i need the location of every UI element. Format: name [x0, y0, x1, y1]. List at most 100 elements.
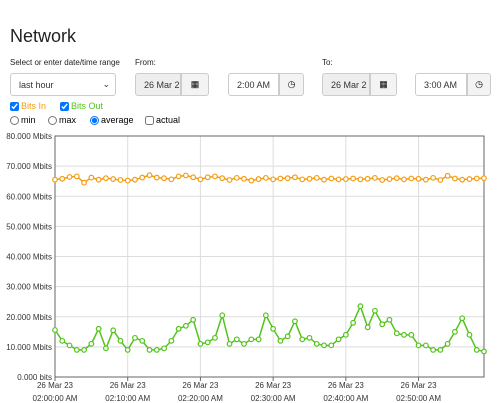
data-point: [153, 174, 160, 181]
data-point: [117, 337, 124, 344]
mode-option[interactable]: actual: [145, 115, 180, 125]
mode-option[interactable]: max: [48, 115, 76, 125]
data-point: [422, 342, 429, 349]
data-point: [52, 327, 58, 333]
data-point: [190, 316, 197, 323]
calendar-button[interactable]: ▦: [370, 73, 397, 96]
range-label: Select or enter date/time range: [10, 58, 120, 67]
data-point: [124, 346, 131, 353]
data-point: [66, 174, 73, 180]
data-point: [146, 346, 153, 353]
to-date[interactable]: 26 Mar 2: [322, 73, 370, 96]
mode-option[interactable]: min: [10, 115, 36, 125]
data-point: [481, 175, 487, 182]
data-point: [415, 175, 422, 182]
from-date[interactable]: 26 Mar 2: [135, 73, 181, 96]
legend-item[interactable]: Bits Out: [60, 101, 103, 111]
data-point: [401, 331, 407, 338]
legend-item[interactable]: Bits In: [10, 101, 46, 111]
data-point: [88, 174, 95, 181]
mode-label: min: [21, 115, 36, 125]
mode-radio[interactable]: [48, 115, 57, 125]
page-title: Network: [10, 26, 77, 46]
data-point: [88, 340, 95, 347]
legend-checkbox[interactable]: [10, 101, 19, 111]
mode-option[interactable]: average: [90, 115, 134, 125]
data-point: [233, 336, 240, 343]
data-point: [357, 176, 364, 183]
data-point: [73, 346, 80, 353]
y-tick-label: 80.000 Mbits: [6, 132, 52, 141]
y-tick-label: 0.000 bits: [17, 373, 52, 382]
data-point: [335, 176, 342, 183]
data-point: [73, 173, 80, 180]
mode-label: average: [101, 115, 134, 125]
data-point: [350, 319, 357, 326]
data-point: [437, 346, 444, 353]
y-tick-label: 50.000 Mbits: [6, 222, 52, 231]
data-point: [357, 303, 364, 310]
x-tick-label: 26 Mar 23: [182, 381, 219, 390]
data-point: [212, 173, 218, 180]
x-tick-label: 26 Mar 23: [110, 381, 147, 390]
data-point: [219, 175, 226, 182]
data-point: [284, 175, 291, 182]
data-point: [444, 172, 451, 179]
data-point: [364, 324, 371, 331]
data-point: [277, 337, 284, 344]
data-point: [430, 174, 437, 181]
y-tick-label: 10.000 Mbits: [6, 343, 52, 352]
legend-checkbox[interactable]: [60, 101, 69, 111]
data-point: [422, 176, 429, 183]
mode-radio[interactable]: [10, 115, 19, 125]
from-label: From:: [135, 58, 156, 67]
data-point: [321, 342, 327, 349]
data-point: [284, 333, 291, 340]
data-point: [175, 325, 182, 332]
data-point: [328, 175, 335, 182]
data-point: [81, 346, 87, 353]
x-tick-label: 26 Mar 23: [37, 381, 74, 390]
data-point: [473, 175, 480, 182]
data-point: [452, 328, 458, 335]
data-point: [393, 175, 400, 182]
data-point: [110, 176, 117, 182]
data-point: [452, 175, 458, 182]
from-time[interactable]: 2:00 AM: [228, 73, 279, 96]
data-point: [197, 340, 204, 347]
data-point: [459, 176, 466, 183]
clock-button[interactable]: ◷: [467, 73, 491, 96]
data-point: [342, 331, 349, 338]
data-point: [364, 175, 371, 182]
data-point: [226, 340, 233, 347]
y-tick-label: 60.000 Mbits: [6, 192, 52, 201]
data-point: [386, 316, 393, 323]
x-tick-label: 26 Mar 23: [328, 381, 365, 390]
data-point: [379, 321, 386, 328]
data-point: [124, 177, 131, 184]
data-point: [175, 173, 182, 180]
preset-select[interactable]: last hour ⌄: [10, 73, 116, 96]
legend-label: Bits In: [21, 101, 47, 111]
data-point: [81, 179, 87, 186]
data-point: [262, 312, 269, 319]
mode-checkbox[interactable]: [145, 115, 154, 125]
data-point: [481, 348, 487, 355]
clock-button[interactable]: ◷: [279, 73, 304, 96]
mode-radio[interactable]: [90, 115, 99, 125]
preset-value: last hour: [19, 79, 54, 90]
data-point: [248, 336, 255, 343]
x-tick-label: 26 Mar 23: [255, 381, 292, 390]
data-point: [197, 176, 204, 183]
data-point: [161, 175, 167, 182]
data-point: [466, 176, 473, 182]
data-point: [473, 346, 480, 353]
y-tick-label: 40.000 Mbits: [6, 253, 52, 262]
data-point: [401, 176, 407, 183]
data-point: [110, 327, 117, 334]
data-point: [182, 172, 189, 179]
to-time[interactable]: 3:00 AM: [415, 73, 467, 96]
data-point: [204, 174, 211, 181]
calendar-button[interactable]: ▦: [181, 73, 209, 96]
data-point: [168, 176, 175, 183]
